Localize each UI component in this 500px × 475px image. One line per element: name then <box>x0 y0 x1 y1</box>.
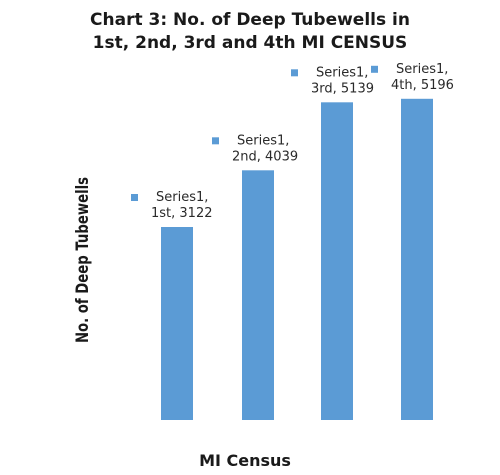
bar-4th <box>401 98 433 420</box>
bars-group <box>161 98 433 421</box>
data-label-key-2nd <box>212 137 219 145</box>
chart-title-line-2: 1st, 2nd, 3rd and 4th MI CENSUS <box>93 33 408 53</box>
data-label-line1-1st: Series1, <box>156 190 208 205</box>
bar-1st <box>161 227 193 420</box>
data-label-key-3rd <box>291 69 298 77</box>
y-axis-title: No. of Deep Tubewells <box>72 177 92 343</box>
data-label-key-4th <box>371 65 378 73</box>
x-axis-title: MI Census <box>199 451 291 470</box>
data-label-line2-1st: 1st, 3122 <box>151 206 213 221</box>
data-label-key-1st <box>131 194 138 202</box>
chart-title-line-1: Chart 3: No. of Deep Tubewells in <box>90 10 410 30</box>
data-label-line1-2nd: Series1, <box>237 133 289 148</box>
data-label-line2-3rd: 3rd, 5139 <box>311 81 374 96</box>
data-label-line1-4th: Series1, <box>396 62 448 77</box>
data-label-line2-4th: 4th, 5196 <box>391 78 454 93</box>
data-label-line1-3rd: Series1, <box>316 65 368 80</box>
bar-2nd <box>242 170 274 420</box>
bar-3rd <box>321 102 353 421</box>
data-label-line2-2nd: 2nd, 4039 <box>232 149 298 164</box>
